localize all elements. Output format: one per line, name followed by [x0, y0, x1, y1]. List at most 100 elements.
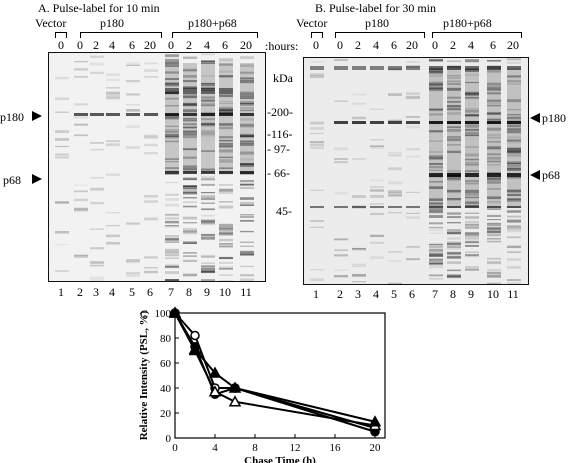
panel-c-label: C	[140, 307, 149, 321]
panel-b-lane-9: 10	[487, 287, 499, 301]
panel-a-lane-2: 3	[93, 285, 99, 299]
point-triangle-filled	[228, 381, 242, 393]
x-tick-label: 20	[370, 442, 382, 454]
y-tick-label: 80	[160, 333, 172, 345]
panel-b-tp-p180p68-0: 0	[432, 38, 438, 52]
panel-a-gel-image	[49, 53, 265, 281]
panel-a-tp-p180-4: 20	[144, 38, 156, 52]
panel-a-p68-side-label: p68	[3, 173, 21, 187]
panel-b-p180-arrow	[530, 113, 540, 123]
panel-b-lane-2: 3	[355, 287, 361, 301]
panel-a-lane-10: 11	[240, 285, 252, 299]
panel-b-tp-p180p68-2: 4	[468, 38, 474, 52]
panel-b-lane-7: 8	[450, 287, 456, 301]
y-tick-label: 60	[160, 358, 172, 370]
marker-200: -200-	[267, 105, 293, 119]
panel-b-p180-side-label: p180	[542, 111, 566, 125]
panel-b-tp-p180-4: 20	[406, 38, 418, 52]
y-tick-label: 0	[166, 433, 172, 445]
y-tick-label: 20	[160, 408, 172, 420]
panel-a-lane-5: 6	[147, 285, 153, 299]
panel-b-lane-4: 5	[391, 287, 397, 301]
panel-b-tp-p180-2: 4	[373, 38, 379, 52]
panel-a-tp-p180-2: 4	[109, 38, 115, 52]
panel-a-lane-4: 5	[129, 285, 135, 299]
panel-b-gel	[303, 57, 529, 285]
panel-a-p180-arrow	[32, 111, 42, 121]
panel-b-tp-p180p68-4: 20	[507, 38, 519, 52]
panel-b-lane-0: 1	[313, 287, 319, 301]
x-tick-label: 16	[330, 442, 342, 454]
y-tick-label: 40	[160, 383, 172, 395]
panel-b-p180-brace	[335, 32, 425, 38]
point-triangle-filled	[208, 366, 222, 378]
hours-label: :hours:	[265, 39, 299, 53]
y-tick-label: 100	[155, 308, 172, 320]
panel-b-tp-vector-0: 0	[313, 38, 319, 52]
panel-c-chart: 0 20 40 60 80 100 0 4 8 12 16 20 Chase Time (h) Relat…	[138, 306, 386, 463]
panel-b-lane-5: 6	[409, 287, 415, 301]
panel-b-lane-3: 4	[373, 287, 379, 301]
x-tick-label: 0	[172, 442, 178, 454]
panel-b-tp-p180-1: 2	[355, 38, 361, 52]
panel-b-vector-brace	[311, 32, 323, 38]
panel-a-tp-p180-1: 2	[93, 38, 99, 52]
panel-a-p180p68-label: p180+p68	[188, 16, 237, 30]
panel-a-p180-label: p180	[100, 16, 124, 30]
marker-66: - 66-	[267, 166, 290, 180]
series-line-triangle-open	[174, 312, 376, 427]
marker-97: - 97-	[267, 142, 290, 156]
panel-a-p180-side-label: p180	[0, 110, 24, 124]
panel-a-tp-p180p68-0: 0	[168, 38, 174, 52]
point-triangle-filled	[368, 415, 382, 427]
kda-label: kDa	[273, 71, 293, 85]
point-triangle-open	[228, 395, 242, 407]
point-triangle-open	[208, 385, 222, 397]
panel-a-tp-vector-0: 0	[58, 38, 64, 52]
panel-a-vector-label: Vector	[35, 16, 67, 30]
panel-a-lane-8: 9	[204, 285, 210, 299]
point-triangle-filled	[168, 306, 182, 318]
panel-a-lane-7: 8	[186, 285, 192, 299]
point-circle-open	[190, 330, 200, 341]
panel-b-lane-1: 2	[337, 287, 343, 301]
x-tick-label: 8	[252, 442, 258, 454]
panel-a-gel	[48, 52, 266, 282]
panel-b-p68-side-label: p68	[542, 168, 560, 182]
panel-a-vector-brace	[55, 32, 67, 38]
panel-b-gel-image	[304, 58, 528, 284]
panel-a-tp-p180-0: 0	[77, 38, 83, 52]
panel-a-tp-p180p68-3: 6	[222, 38, 228, 52]
x-tick-label: 4	[212, 442, 218, 454]
panel-b-tp-p180-3: 6	[391, 38, 397, 52]
panel-b-lane-8: 9	[468, 287, 474, 301]
panel-a-p180-brace	[80, 32, 162, 38]
panel-a-lane-3: 4	[109, 285, 115, 299]
panel-a-lane-1: 2	[77, 285, 83, 299]
panel-b-p180p68-label: p180+p68	[443, 16, 492, 30]
panel-a-p180p68-brace	[172, 32, 258, 38]
series-line-triangle-filled	[174, 312, 376, 423]
point-triangle-filled	[188, 342, 202, 354]
panel-a-tp-p180p68-1: 2	[186, 38, 192, 52]
panel-b-tp-p180p68-1: 2	[450, 38, 456, 52]
panel-a-p68-arrow	[32, 174, 42, 184]
panel-b-lane-10: 11	[507, 287, 519, 301]
panel-b-lane-6: 7	[432, 287, 438, 301]
panel-a-title: A. Pulse-label for 10 min	[38, 1, 160, 15]
panel-b-p180p68-brace	[432, 32, 522, 38]
panel-b-tp-p180-0: 0	[337, 38, 343, 52]
panel-b-title: B. Pulse-label for 30 min	[315, 1, 436, 15]
panel-a-lane-9: 10	[219, 285, 231, 299]
x-tick-label: 12	[290, 442, 301, 454]
plot-frame	[174, 312, 386, 439]
panel-a-tp-p180-3: 6	[129, 38, 135, 52]
panel-b-tp-p180p68-3: 6	[490, 38, 496, 52]
panel-a-lane-0: 1	[58, 285, 64, 299]
panel-a-tp-p180p68-2: 4	[204, 38, 210, 52]
x-axis-label: Chase Time (h)	[244, 455, 316, 463]
marker-116: -116-	[267, 127, 293, 141]
marker-45: 45-	[276, 204, 292, 218]
panel-b-p180-label: p180	[365, 16, 389, 30]
panel-a-lane-6: 7	[168, 285, 174, 299]
